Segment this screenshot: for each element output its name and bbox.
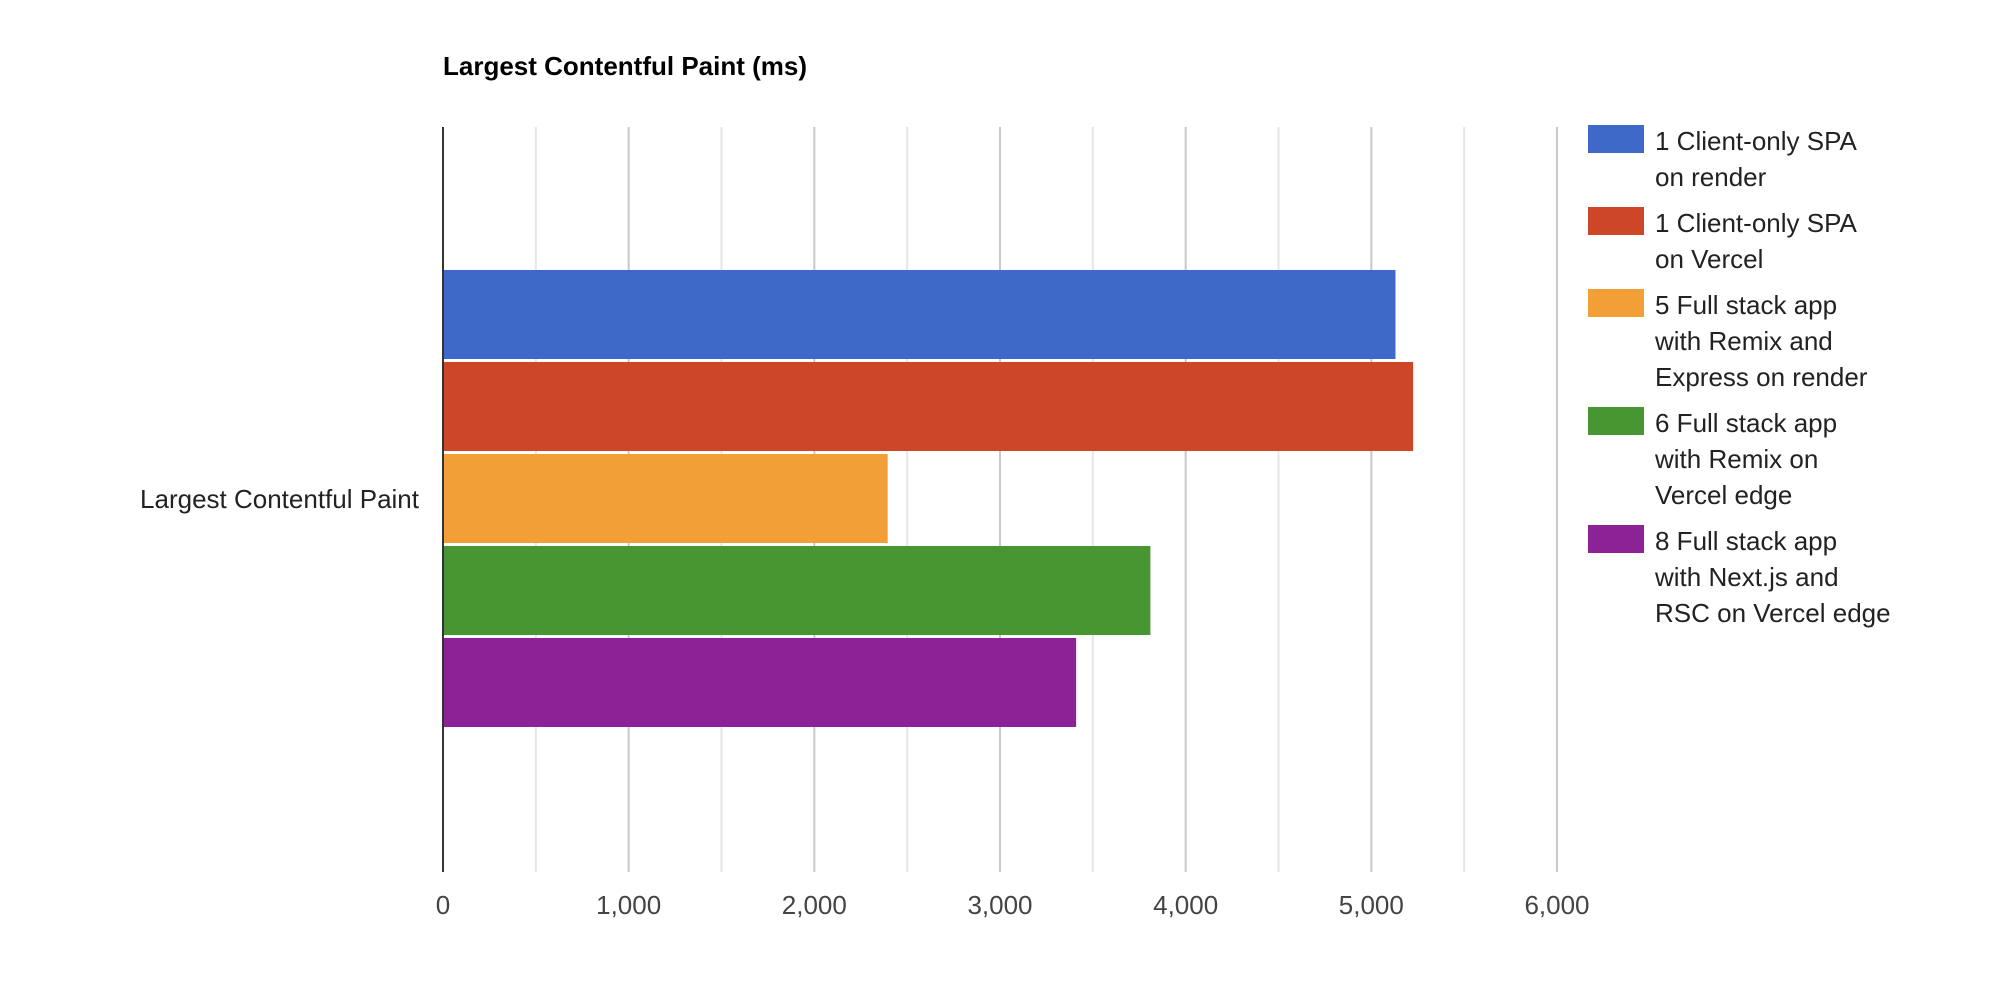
- category-label: Largest Contentful Paint: [140, 484, 420, 514]
- x-tick-label: 3,000: [967, 890, 1032, 920]
- legend-swatch: [1588, 407, 1644, 435]
- bar: [443, 546, 1151, 635]
- x-tick-label: 6,000: [1524, 890, 1589, 920]
- x-tick-label: 0: [436, 890, 450, 920]
- x-tick-label: 2,000: [782, 890, 847, 920]
- x-tick-label: 4,000: [1153, 890, 1218, 920]
- legend-swatch: [1588, 125, 1644, 153]
- bars: [443, 270, 1414, 727]
- legend-label: 5 Full stack app with Remix and Express on…: [1654, 290, 1868, 392]
- legend-label: 1 Client-only SPA on render: [1655, 126, 1857, 192]
- x-axis-ticks: 0 1,000 2,000 3,000 4,000 5,000 6,000: [436, 890, 1590, 920]
- legend-swatch: [1588, 207, 1644, 235]
- legend-item: 5 Full stack app with Remix and Express on…: [1588, 289, 1868, 392]
- legend: 1 Client-only SPA on render 1 Client-only …: [1588, 125, 1891, 628]
- x-tick-label: 5,000: [1339, 890, 1404, 920]
- chart-title: Largest Contentful Paint (ms): [443, 51, 807, 81]
- legend-item: 1 Client-only SPA on render: [1588, 125, 1857, 192]
- legend-label: 6 Full stack app with Remix on Vercel edge: [1654, 408, 1837, 510]
- gridlines: [534, 127, 1558, 872]
- x-tick-label: 1,000: [596, 890, 661, 920]
- bar: [443, 362, 1414, 451]
- bar: [443, 454, 888, 543]
- legend-label: 1 Client-only SPA on Vercel: [1655, 208, 1857, 274]
- legend-item: 8 Full stack app with Next.js and RSC on V…: [1588, 525, 1891, 628]
- legend-item: 6 Full stack app with Remix on Vercel edge: [1588, 407, 1837, 510]
- legend-item: 1 Client-only SPA on Vercel: [1588, 207, 1857, 274]
- bar: [443, 270, 1396, 359]
- legend-swatch: [1588, 289, 1644, 317]
- legend-label: 8 Full stack app with Next.js and RSC on V…: [1654, 526, 1891, 628]
- legend-swatch: [1588, 525, 1644, 553]
- bar: [443, 638, 1077, 727]
